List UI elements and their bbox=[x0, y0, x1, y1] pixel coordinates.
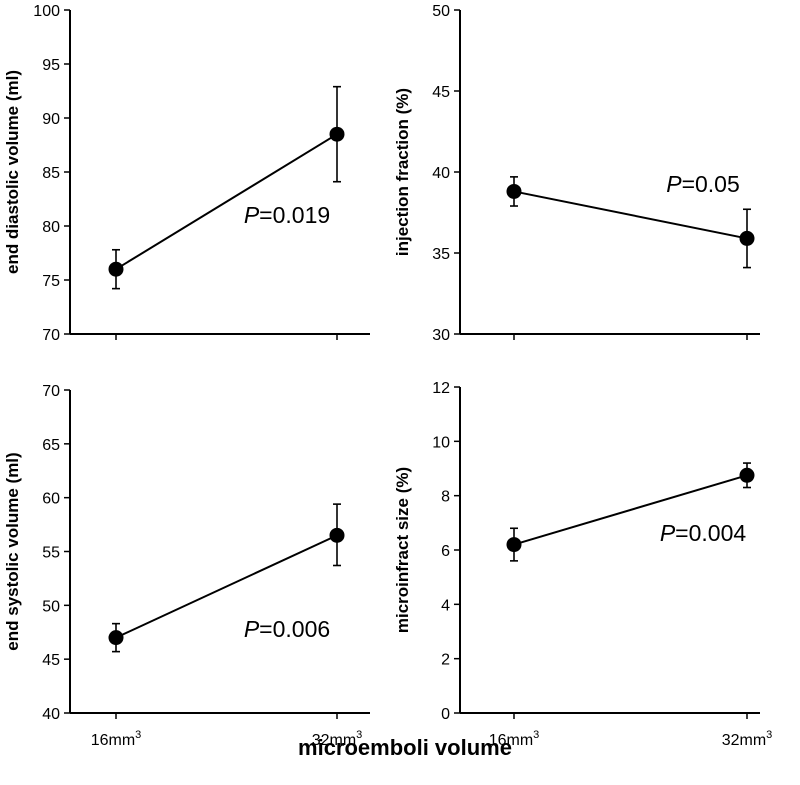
data-point bbox=[739, 467, 755, 483]
y-tick-label: 55 bbox=[42, 545, 60, 562]
y-tick-label: 35 bbox=[432, 246, 450, 263]
chart-panel-1: 70 75 80 85 90 95 100 end diastolic volume (ml)… bbox=[3, 3, 370, 344]
y-tick-label: 12 bbox=[432, 380, 450, 397]
y-tick-label: 2 bbox=[441, 652, 450, 669]
data-point bbox=[329, 126, 345, 142]
p-value-annotation: P=0.019 bbox=[244, 202, 330, 228]
y-tick-label: 4 bbox=[441, 597, 450, 614]
y-tick-label: 45 bbox=[432, 84, 450, 101]
series-line bbox=[513, 190, 748, 240]
y-tick-label: 10 bbox=[432, 434, 450, 451]
y-tick-label: 70 bbox=[42, 327, 60, 344]
x-tick-label: 32mm3 bbox=[722, 729, 773, 749]
y-tick-label: 80 bbox=[42, 219, 60, 236]
data-point bbox=[506, 183, 522, 199]
y-tick-label: 75 bbox=[42, 273, 60, 290]
p-value-annotation: P=0.006 bbox=[244, 616, 330, 642]
y-tick-label: 6 bbox=[441, 543, 450, 560]
chart-panel-4: 0 2 4 6 8 10 12 microinfract size (%) 16mm3 32mm3… bbox=[393, 380, 772, 749]
y-tick-label: 40 bbox=[432, 165, 450, 182]
p-value-annotation: P=0.004 bbox=[660, 520, 747, 546]
x-tick-label: 32mm3 bbox=[312, 729, 363, 749]
chart-panel-2: 30 35 40 45 50 injection fraction (%) P=0.05 bbox=[393, 3, 760, 344]
data-point bbox=[108, 630, 124, 646]
y-tick-label: 95 bbox=[42, 57, 60, 74]
p-value-annotation: P=0.05 bbox=[666, 171, 740, 197]
x-tick-label: 16mm3 bbox=[489, 729, 540, 749]
x-axis-title: microemboli volume bbox=[298, 735, 512, 760]
data-point bbox=[329, 527, 345, 543]
y-tick-label: 100 bbox=[33, 3, 60, 20]
y-tick-label: 40 bbox=[42, 706, 60, 723]
chart-panel-3: 40 45 50 55 60 65 70 end systolic volume (ml) 16… bbox=[3, 383, 370, 749]
y-axis-title: end diastolic volume (ml) bbox=[3, 70, 22, 274]
y-tick-label: 85 bbox=[42, 165, 60, 182]
y-tick-label: 50 bbox=[42, 598, 60, 615]
y-tick-label: 30 bbox=[432, 327, 450, 344]
y-tick-label: 90 bbox=[42, 111, 60, 128]
y-tick-label: 70 bbox=[42, 383, 60, 400]
series-line bbox=[115, 133, 338, 271]
series-line bbox=[115, 534, 338, 639]
x-tick-label: 16mm3 bbox=[91, 729, 142, 749]
y-axis-title: injection fraction (%) bbox=[393, 88, 412, 256]
y-axis-title: end systolic volume (ml) bbox=[3, 452, 22, 650]
series-line bbox=[513, 474, 748, 546]
data-point bbox=[739, 230, 755, 246]
y-axis-title: microinfract size (%) bbox=[393, 467, 412, 633]
y-tick-label: 60 bbox=[42, 491, 60, 508]
y-tick-label: 8 bbox=[441, 489, 450, 506]
y-tick-label: 50 bbox=[432, 3, 450, 20]
y-tick-label: 65 bbox=[42, 437, 60, 454]
data-point bbox=[108, 261, 124, 277]
data-point bbox=[506, 537, 522, 553]
y-tick-label: 0 bbox=[441, 706, 450, 723]
y-tick-label: 45 bbox=[42, 652, 60, 669]
